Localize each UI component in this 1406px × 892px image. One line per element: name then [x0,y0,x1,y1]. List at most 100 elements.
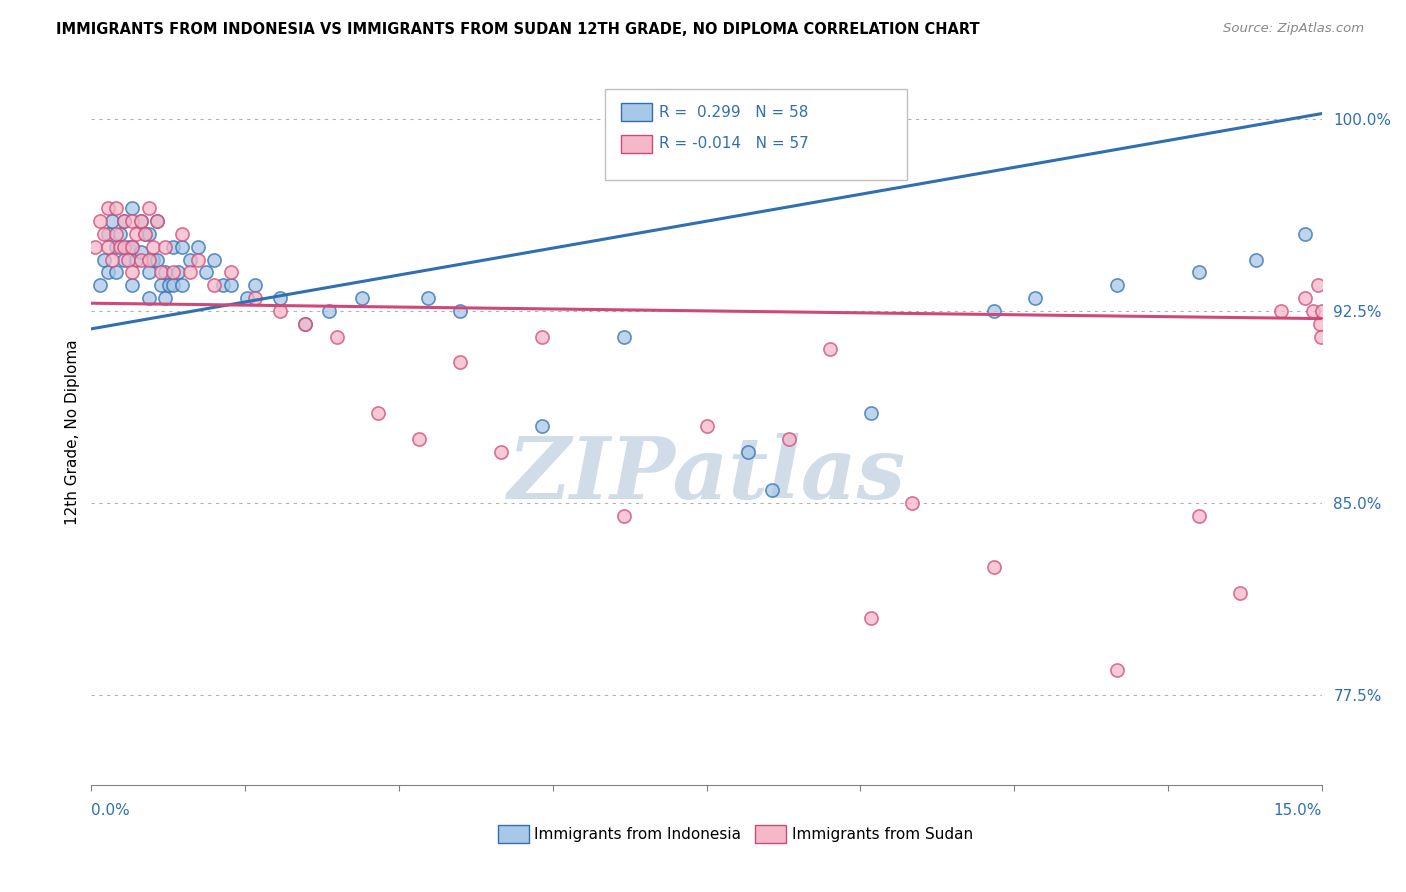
Point [153,240,177,254]
Point [105,227,127,241]
Point [416,291,439,305]
Point [195,265,218,279]
Point [1244,252,1267,267]
Point [117,240,139,254]
Point [97,240,120,254]
Point [112,214,135,228]
Y-axis label: 12th Grade, No Diploma: 12th Grade, No Diploma [65,340,80,525]
Point [1105,278,1128,293]
Point [93,227,115,241]
Point [859,611,882,625]
Point [157,278,180,293]
Point [187,240,209,254]
Point [613,508,636,523]
Point [1187,265,1209,279]
Point [1105,663,1128,677]
Point [179,252,201,267]
Point [97,265,120,279]
Point [1309,329,1331,343]
Point [138,252,160,267]
Point [449,304,471,318]
Point [1294,291,1316,305]
Point [1302,304,1324,318]
Point [294,317,316,331]
Point [1229,586,1251,600]
Point [737,445,759,459]
Point [101,214,124,228]
Point [142,252,165,267]
Point [170,278,193,293]
Point [153,291,177,305]
Text: Immigrants from Sudan: Immigrants from Sudan [792,827,973,841]
Point [125,252,148,267]
Point [983,304,1005,318]
Point [93,252,115,267]
Point [105,202,127,216]
Point [211,278,233,293]
Text: R =  0.299   N = 58: R = 0.299 N = 58 [659,105,808,120]
Point [162,278,184,293]
Point [121,240,143,254]
Point [491,445,513,459]
Point [89,214,111,228]
Point [121,240,143,254]
Point [112,240,135,254]
Text: Source: ZipAtlas.com: Source: ZipAtlas.com [1223,22,1364,36]
Point [326,329,349,343]
Point [146,252,169,267]
Point [89,278,111,293]
Point [294,317,316,331]
Point [1306,278,1329,293]
Point [761,483,783,498]
Point [202,252,225,267]
Point [108,240,131,254]
Point [818,343,841,357]
Point [97,202,120,216]
Point [170,240,193,254]
Point [117,252,139,267]
Point [983,560,1005,574]
Point [778,432,800,446]
Point [134,227,156,241]
Point [146,214,169,228]
Point [245,278,267,293]
Point [449,355,471,369]
Point [219,265,242,279]
Point [138,202,160,216]
Text: 15.0%: 15.0% [1274,803,1322,818]
Point [162,240,184,254]
Point [138,227,160,241]
Point [105,240,127,254]
Point [613,329,636,343]
Point [134,227,156,241]
Point [859,406,882,420]
Point [129,244,152,259]
Point [138,291,160,305]
Point [121,214,143,228]
Text: R = -0.014   N = 57: R = -0.014 N = 57 [659,136,810,151]
Point [105,265,127,279]
Point [1187,508,1209,523]
Point [269,304,291,318]
Point [101,252,124,267]
Point [125,227,148,241]
Text: 0.0%: 0.0% [91,803,131,818]
Point [1294,227,1316,241]
Point [142,240,165,254]
Point [179,265,201,279]
Point [367,406,389,420]
Point [408,432,430,446]
Point [1309,317,1331,331]
Point [166,265,188,279]
Point [162,265,184,279]
Point [121,278,143,293]
Point [138,265,160,279]
Point [112,252,135,267]
Point [153,265,177,279]
Point [202,278,225,293]
Point [1024,291,1046,305]
Point [129,214,152,228]
Point [269,291,291,305]
Point [150,278,173,293]
Point [129,252,152,267]
